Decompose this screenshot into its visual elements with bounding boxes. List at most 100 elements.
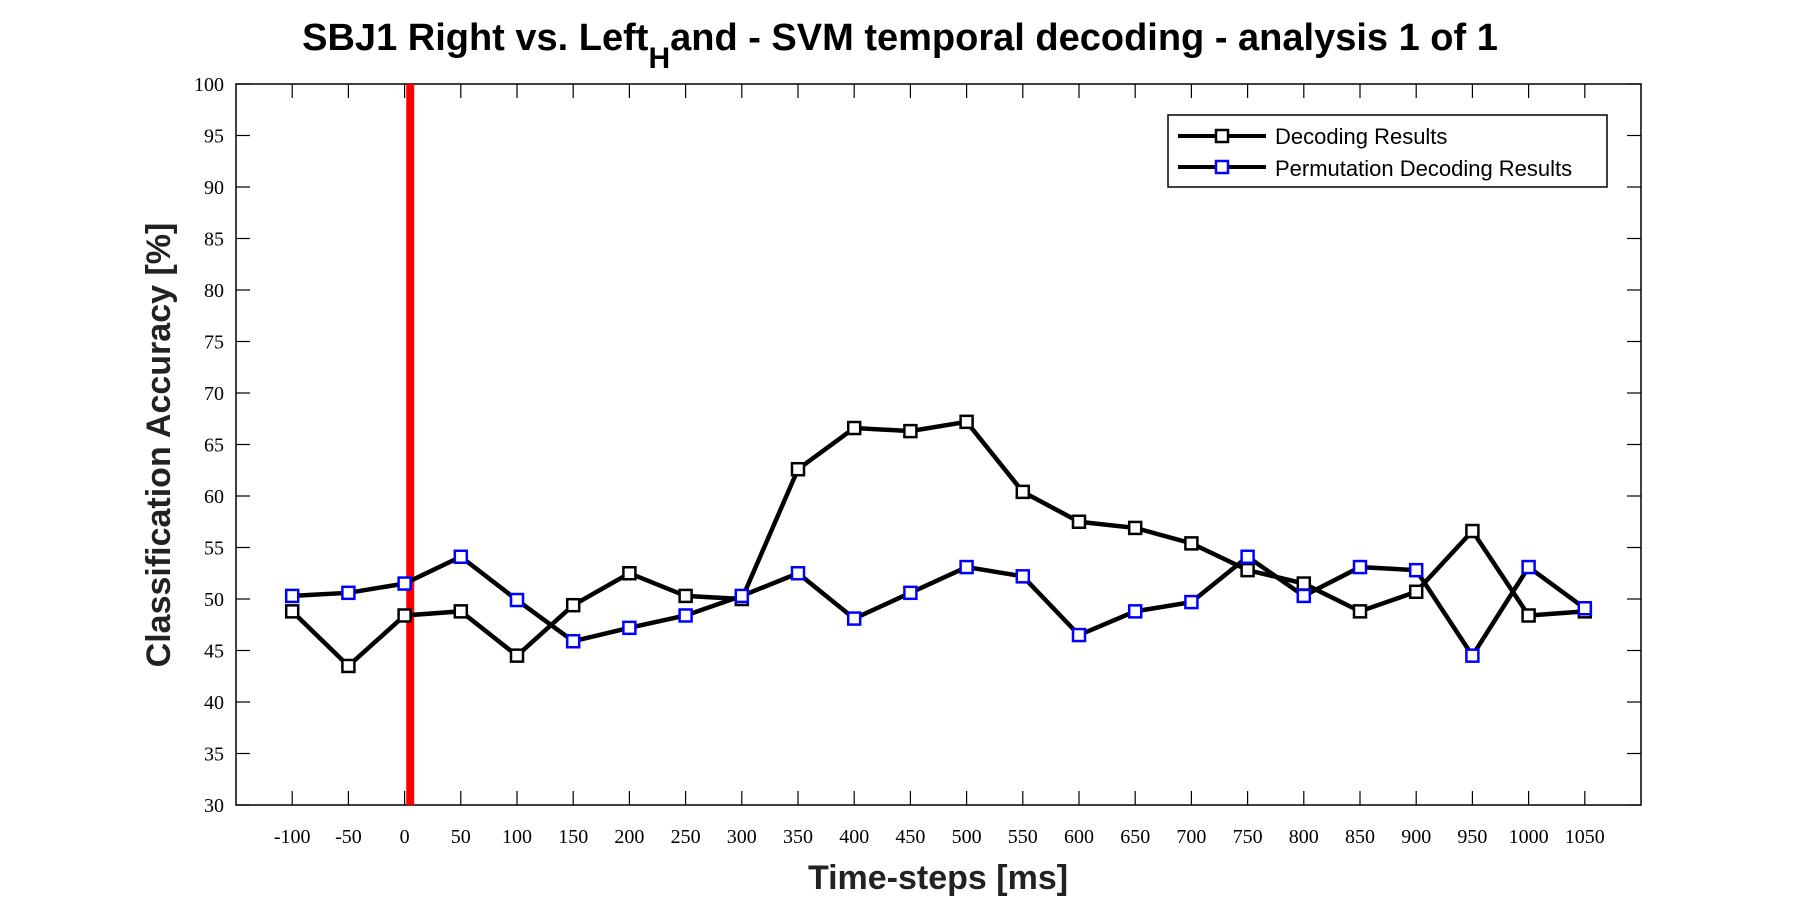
y-tick-label: 85 (204, 229, 224, 251)
data-point-decoding (959, 414, 974, 430)
data-point-permutation (959, 559, 974, 575)
y-axis: 30 35 40 45 50 55 60 65 70 75 80 85 90 95 100 (194, 74, 1641, 817)
data-point-decoding (1127, 520, 1143, 536)
y-tick-label: 80 (204, 280, 224, 302)
x-tick-label: 650 (1120, 826, 1150, 848)
x-tick-label: 200 (614, 826, 644, 848)
chart-title-rest: and - SVM temporal decoding - analysis 1… (670, 17, 1498, 59)
data-point-decoding (1408, 584, 1424, 600)
x-tick-label: 750 (1233, 826, 1263, 848)
data-point-permutation (1296, 588, 1312, 604)
data-point-decoding (1240, 562, 1255, 578)
legend-label-decoding: Decoding Results (1275, 124, 1447, 149)
y-tick-label: 35 (204, 744, 224, 766)
legend-label-permutation: Permutation Decoding Results (1275, 156, 1572, 181)
x-tick-label: 1000 (1509, 826, 1549, 848)
data-point-permutation (678, 608, 693, 623)
data-point-decoding (1184, 536, 1199, 551)
data-point-permutation (734, 588, 750, 604)
x-tick-label: 950 (1457, 826, 1487, 848)
x-tick-label: -50 (335, 826, 362, 848)
data-point-decoding (453, 604, 469, 619)
plot-area (235, 83, 1642, 806)
x-tick-label: 850 (1345, 826, 1375, 848)
data-point-decoding (565, 597, 581, 613)
y-tick-label: 45 (204, 641, 224, 663)
legend-marker-permutation (1214, 159, 1230, 175)
y-tick-label: 90 (204, 177, 224, 199)
data-point-permutation (397, 576, 412, 591)
chart-title-main: SBJ1 Right vs. Left (302, 17, 649, 59)
y-tick-label: 75 (204, 332, 224, 354)
data-point-permutation (1465, 648, 1480, 663)
x-axis: -100 -50 0 50 100 150 200 250 300 350 400 450 500 550… (274, 84, 1605, 848)
data-point-decoding (1296, 576, 1312, 591)
x-tick-label: 50 (451, 826, 471, 848)
data-point-decoding (1521, 608, 1536, 623)
legend-box (1167, 114, 1608, 188)
legend: Decoding Results Permutation Decoding Re… (1167, 114, 1608, 188)
data-point-permutation (1352, 559, 1368, 575)
data-point-decoding (284, 604, 300, 619)
data-point-permutation (453, 549, 469, 565)
data-point-permutation (1015, 569, 1031, 584)
series-line-permutation (292, 553, 1587, 660)
data-point-decoding (1465, 523, 1480, 539)
x-tick-label: 700 (1176, 826, 1206, 848)
data-point-permutation (846, 611, 862, 626)
data-point-permutation (1127, 604, 1143, 619)
y-tick-label: 95 (204, 126, 224, 148)
data-point-permutation (1071, 627, 1087, 643)
data-point-permutation (1408, 562, 1424, 578)
y-tick-label: 70 (204, 383, 224, 405)
x-tick-label: 600 (1064, 826, 1094, 848)
x-axis-label: Time-steps [ms] (808, 859, 1068, 897)
data-point-permutation (1240, 549, 1255, 565)
x-tick-label: 500 (952, 826, 982, 848)
series-layer (284, 414, 1593, 674)
x-tick-label: 800 (1289, 826, 1319, 848)
x-tick-label: 450 (895, 826, 925, 848)
data-point-decoding (1352, 604, 1368, 619)
data-point-decoding (1071, 514, 1087, 529)
y-tick-label: 40 (204, 692, 224, 714)
x-tick-label: 0 (400, 826, 410, 848)
data-point-permutation (622, 620, 637, 636)
y-axis-label: Classification Accuracy [%] (140, 223, 178, 668)
x-tick-label: 550 (1008, 826, 1038, 848)
data-point-decoding (509, 648, 525, 663)
x-tick-label: 900 (1401, 826, 1431, 848)
data-point-permutation (1577, 601, 1593, 616)
x-tick-label: 300 (727, 826, 757, 848)
data-point-decoding (678, 588, 693, 604)
x-tick-label: 150 (558, 826, 588, 848)
data-point-decoding (341, 658, 356, 674)
data-point-decoding (622, 566, 637, 581)
data-point-permutation (1521, 559, 1536, 575)
chart-title-subscript: H (648, 42, 670, 75)
data-point-permutation (790, 566, 806, 581)
data-point-permutation (1184, 594, 1199, 610)
x-tick-label: 100 (502, 826, 532, 848)
data-point-permutation (903, 585, 918, 601)
data-point-permutation (284, 588, 300, 604)
data-point-permutation (341, 585, 356, 601)
y-tick-label: 100 (194, 74, 224, 96)
legend-marker-decoding (1214, 128, 1230, 144)
y-tick-label: 60 (204, 486, 224, 508)
data-point-decoding (397, 608, 412, 623)
x-tick-label: 250 (671, 826, 701, 848)
y-tick-label: 55 (204, 538, 224, 560)
data-point-decoding (846, 420, 862, 436)
y-tick-label: 50 (204, 589, 224, 611)
chart-title: SBJ1 Right vs. LeftHand - SVM temporal d… (302, 17, 1498, 75)
data-point-permutation (565, 633, 581, 649)
x-tick-label: 1050 (1565, 826, 1605, 848)
x-tick-label: -100 (274, 826, 311, 848)
x-tick-label: 350 (783, 826, 813, 848)
data-point-decoding (903, 423, 918, 439)
y-tick-label: 30 (204, 795, 224, 817)
data-point-decoding (790, 461, 806, 477)
data-point-permutation (509, 592, 525, 608)
